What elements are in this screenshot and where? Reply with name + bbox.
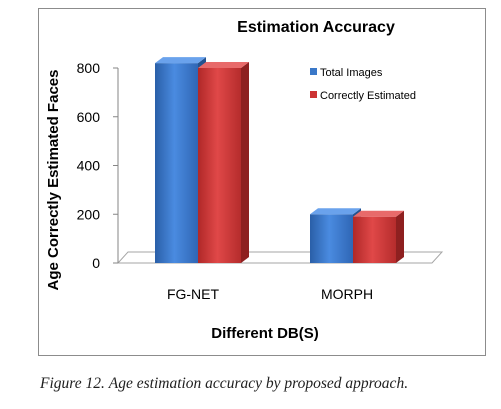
bar-front-face bbox=[198, 68, 241, 263]
legend-label-correctly-estimated: Correctly Estimated bbox=[320, 90, 416, 102]
legend: Total Images Correctly Estimated bbox=[310, 67, 416, 102]
y-tick-label: 400 bbox=[77, 158, 101, 174]
bars bbox=[155, 57, 404, 263]
x-tick-label: FG-NET bbox=[167, 286, 220, 302]
bar-front-face bbox=[310, 214, 353, 263]
x-tick-label: MORPH bbox=[321, 286, 373, 302]
legend-label-total-images: Total Images bbox=[320, 67, 383, 79]
y-tick-label: 200 bbox=[77, 206, 101, 222]
bar-top-face bbox=[198, 62, 249, 68]
x-axis-labels: FG-NET MORPH bbox=[167, 286, 373, 302]
y-tick-label: 600 bbox=[77, 109, 101, 125]
bar-front-face bbox=[155, 63, 198, 263]
y-tick-label: 0 bbox=[92, 255, 100, 271]
figure-caption: Figure 12. Age estimation accuracy by pr… bbox=[40, 375, 408, 393]
figure-caption-label: Figure 12. bbox=[40, 375, 105, 392]
legend-swatch-correctly-estimated bbox=[310, 91, 317, 98]
bar-correctly-estimated-morph bbox=[353, 210, 404, 263]
bar-side-face bbox=[396, 210, 404, 263]
y-axis-ticks: 0 200 400 600 800 bbox=[77, 60, 118, 271]
y-axis-label: Age Correctly Estimated Faces bbox=[45, 70, 62, 291]
figure-caption-text: Age estimation accuracy by proposed appr… bbox=[108, 375, 409, 392]
bar-top-face bbox=[353, 210, 404, 217]
legend-swatch-total-images bbox=[310, 68, 317, 75]
chart-frame bbox=[38, 8, 486, 356]
y-tick-label: 800 bbox=[77, 60, 101, 76]
bar-top-face bbox=[310, 208, 361, 215]
bar-side-face bbox=[241, 62, 249, 263]
bar-front-face bbox=[353, 216, 396, 263]
bar-top-face bbox=[155, 57, 206, 64]
chart-title: Estimation Accuracy bbox=[237, 19, 395, 36]
x-axis-label: Different DB(S) bbox=[211, 325, 319, 342]
bar-correctly-estimated-fg-net bbox=[198, 62, 249, 263]
